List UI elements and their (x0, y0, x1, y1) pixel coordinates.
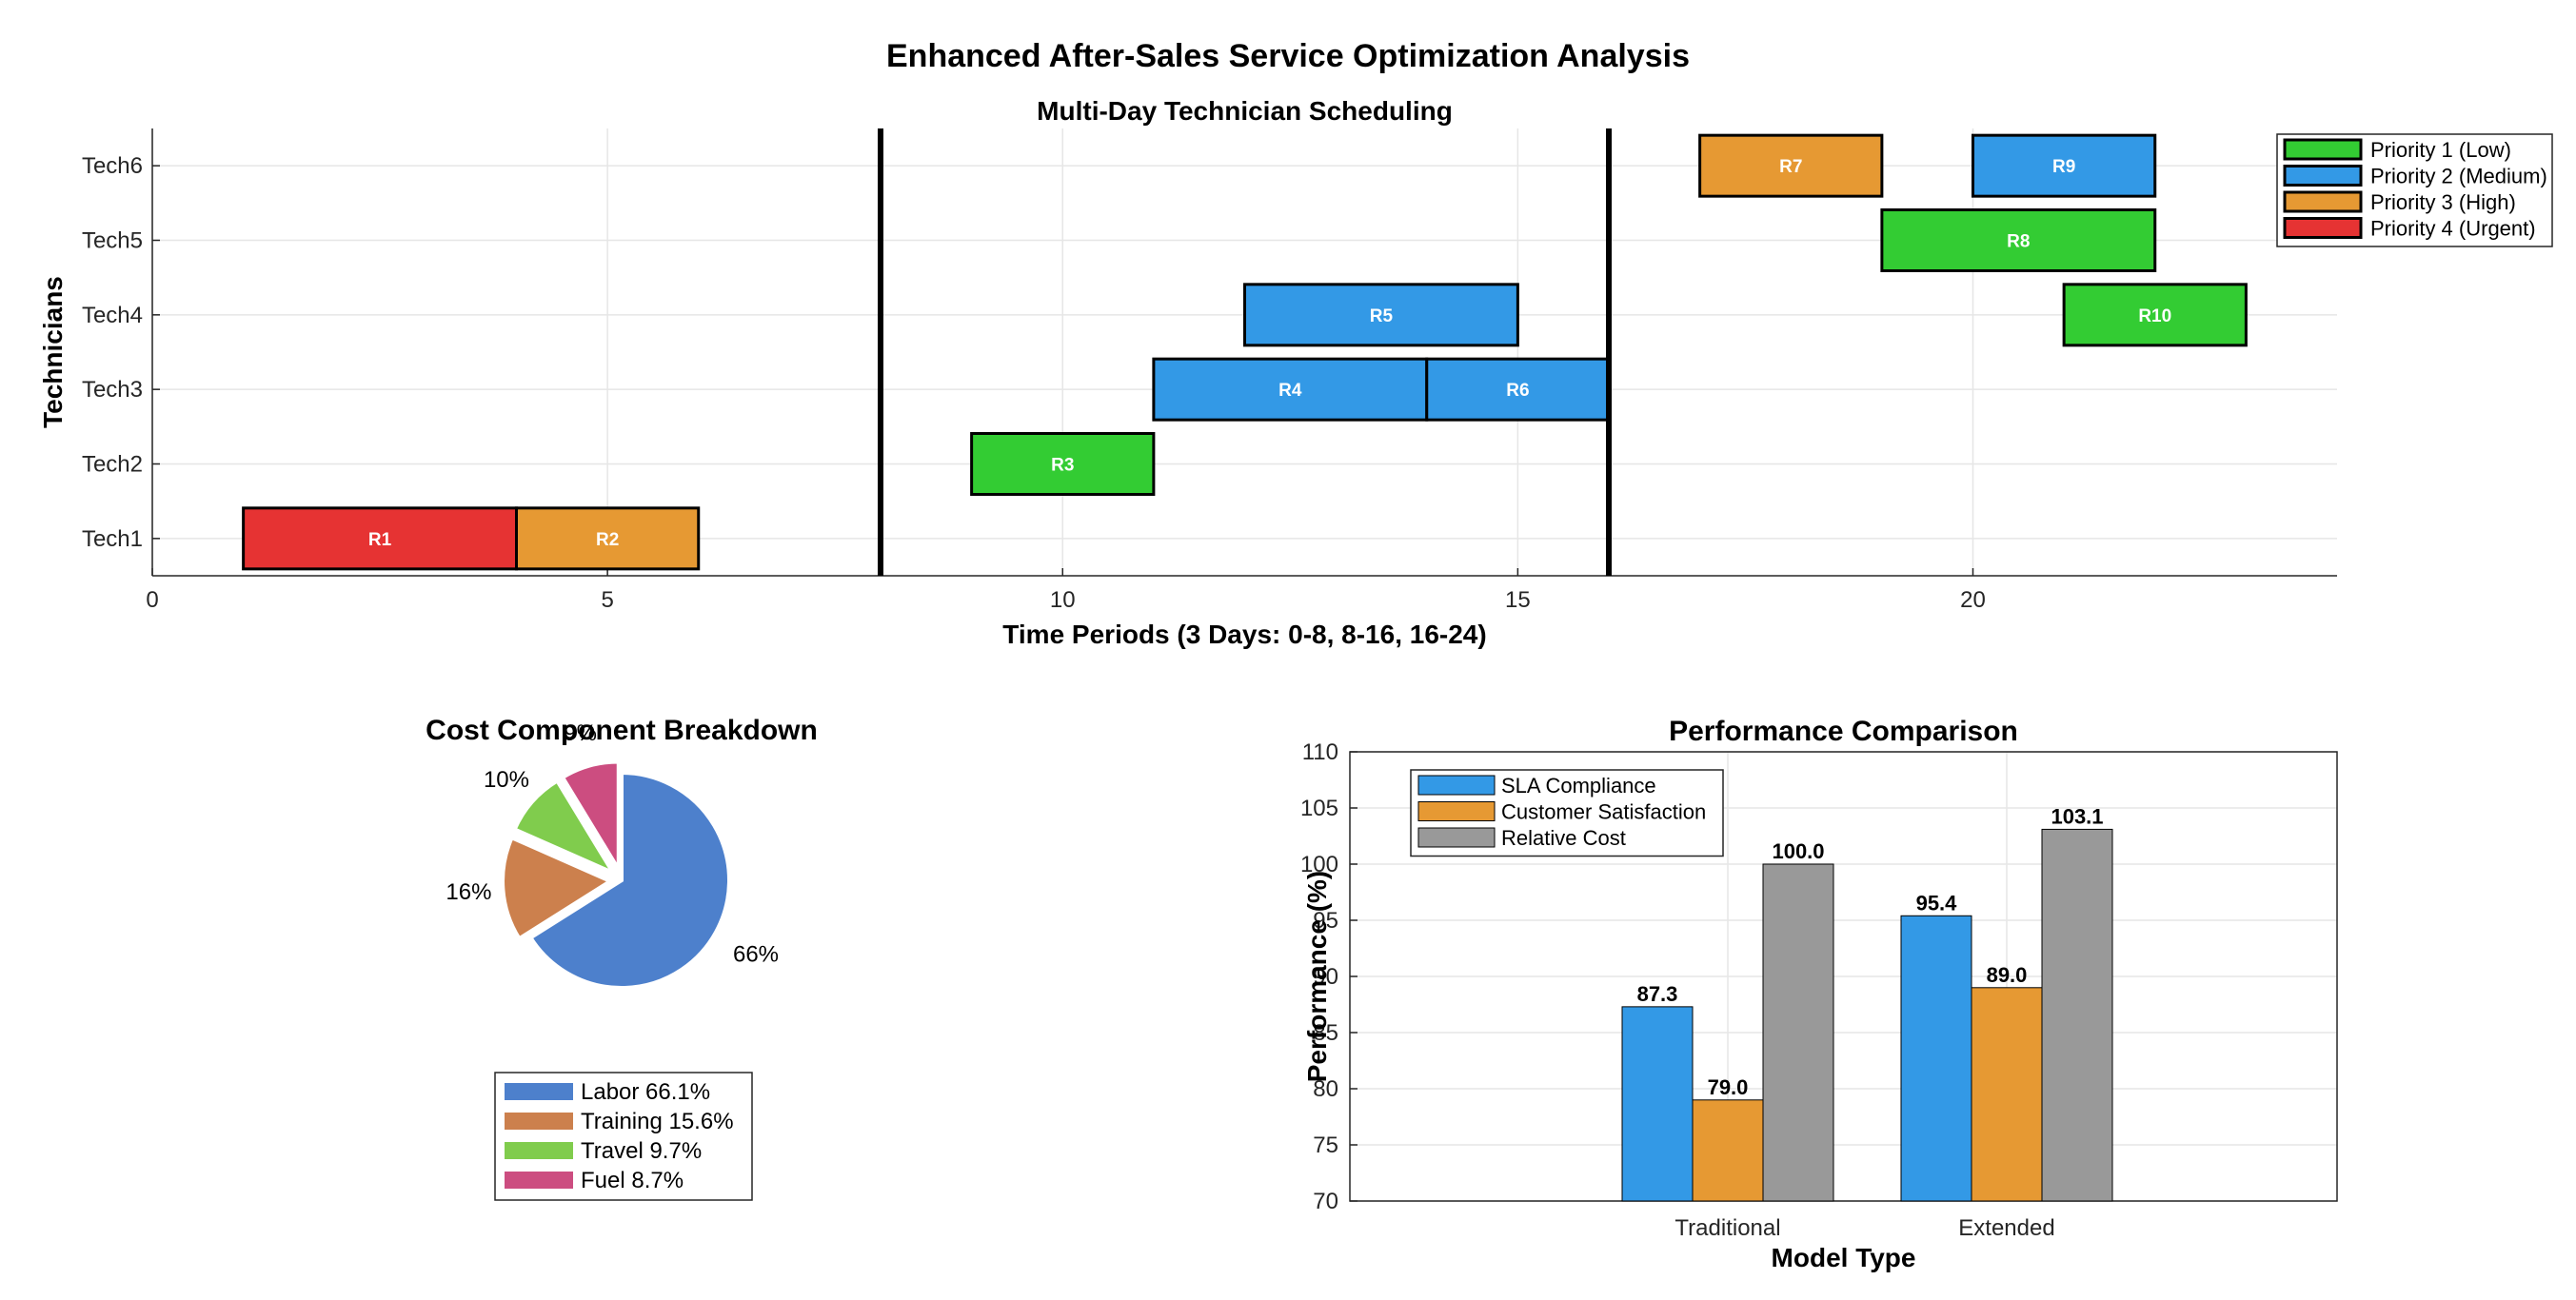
gantt-legend-swatch (2283, 190, 2363, 213)
pie-title: Cost Component Breakdown (426, 715, 818, 746)
bar-legend-swatch (1417, 775, 1496, 796)
pie-slice (527, 770, 731, 990)
bar-y-tick-label: 85 (1313, 1020, 1338, 1046)
gantt-legend-swatch (2283, 165, 2363, 187)
gantt-task-bar (242, 506, 518, 571)
gantt-task-bar (1972, 133, 2157, 198)
bar-sla-compliance (1900, 915, 1972, 1202)
gantt-task-bar (2062, 283, 2248, 347)
gantt-task-label: R6 (1506, 381, 1529, 401)
bar-legend-label: SLA Compliance (1501, 774, 1656, 798)
gantt-y-tick-label: Tech3 (82, 377, 143, 403)
bar-value-label: 95.4 (1916, 891, 1958, 915)
gantt-x-tick-label: 20 (1960, 587, 1986, 613)
figure-title: Enhanced After-Sales Service Optimizatio… (886, 38, 1690, 74)
bar-y-tick-label: 75 (1313, 1133, 1338, 1158)
gantt-task-label: R10 (2138, 306, 2171, 326)
bar-legend-swatch (1417, 827, 1496, 848)
pie-slice-label: 9% (564, 720, 597, 746)
gantt-task-bar (1698, 133, 1884, 198)
pie-slice-label: 66% (733, 942, 779, 968)
gantt-task-bar (1243, 283, 1519, 347)
pie-slice-label: 10% (484, 767, 529, 793)
bar-y-tick-label: 110 (1302, 739, 1338, 765)
pie-legend-swatch (505, 1113, 573, 1130)
pie-legend-label: Fuel 8.7% (581, 1168, 684, 1193)
bar-legend-swatch (1417, 801, 1496, 821)
bar-value-label: 79.0 (1708, 1075, 1749, 1099)
bar-x-tick-label: Traditional (1674, 1215, 1780, 1241)
gantt-legend-label: Priority 3 (High) (2370, 190, 2516, 214)
pie-chart: Cost Component Breakdown 66% 16% 10% 9% Labor… (426, 715, 818, 1201)
bar-relative-cost (2041, 828, 2113, 1202)
bar-legend-label: Relative Cost (1501, 826, 1626, 850)
gantt-x-tick-label: 10 (1050, 587, 1076, 613)
bar-chart: Performance Comparison 70 75 80 85 90 95 100 105… (1300, 716, 2338, 1272)
gantt-task-label: R9 (2052, 157, 2075, 177)
gantt-x-tick-label: 5 (601, 587, 613, 613)
pie-legend-label: Labor 66.1% (581, 1079, 710, 1105)
gantt-y-tick-label: Tech4 (82, 303, 143, 328)
gantt-x-tick-label: 0 (146, 587, 158, 613)
bar-customer-satisfaction (1971, 987, 2043, 1202)
gantt-task-label: R2 (596, 530, 619, 550)
gantt-title: Multi-Day Technician Scheduling (1037, 96, 1453, 126)
gantt-y-tick-label: Tech5 (82, 228, 143, 254)
pie-legend-label: Travel 9.7% (581, 1138, 702, 1164)
pie-slice-label: 16% (446, 879, 491, 905)
pie-legend-swatch (505, 1083, 573, 1100)
gantt-task-bar (1880, 208, 2157, 272)
gantt-chart: Multi-Day Technician Scheduling 0 5 10 15 20 T… (38, 96, 2553, 649)
gantt-task-label: R4 (1278, 381, 1302, 401)
gantt-task-label: R5 (1370, 306, 1394, 326)
gantt-x-label: Time Periods (3 Days: 0-8, 8-16, 16-24) (1002, 620, 1486, 649)
bar-value-label: 103.1 (2051, 804, 2103, 828)
gantt-legend-label: Priority 4 (Urgent) (2370, 217, 2536, 241)
bar-y-tick-label: 90 (1313, 964, 1338, 990)
bar-relative-cost (1762, 863, 1834, 1202)
gantt-legend-swatch (2283, 217, 2363, 239)
gantt-task-bar (970, 432, 1156, 496)
gantt-y-tick-label: Tech2 (82, 452, 143, 478)
bar-y-label: Performance (%) (1302, 871, 1332, 1083)
bar-title: Performance Comparison (1669, 716, 2018, 747)
bar-x-tick-label: Extended (1958, 1215, 2054, 1241)
gantt-task-label: R8 (2007, 232, 2030, 252)
bar-legend-label: Customer Satisfaction (1501, 800, 1706, 824)
pie-slice (511, 778, 618, 877)
bar-value-label: 89.0 (1987, 963, 2028, 987)
gantt-task-label: R3 (1051, 456, 1074, 476)
pie-slice (501, 835, 615, 941)
gantt-task-bar (515, 506, 701, 571)
pie-slice (560, 759, 621, 877)
bar-y-tick-label: 80 (1313, 1076, 1338, 1102)
pie-legend-swatch (505, 1142, 573, 1159)
bar-y-tick-label: 105 (1300, 796, 1338, 821)
bar-y-tick-label: 70 (1313, 1189, 1338, 1214)
bar-y-tick-label: 100 (1300, 852, 1338, 877)
gantt-legend-label: Priority 1 (Low) (2370, 138, 2511, 162)
gantt-legend-label: Priority 2 (Medium) (2370, 165, 2547, 188)
bar-customer-satisfaction (1692, 1099, 1764, 1202)
gantt-x-tick-label: 15 (1505, 587, 1531, 613)
gantt-y-label: Technicians (38, 276, 68, 428)
pie-legend-label: Training 15.6% (581, 1109, 734, 1134)
gantt-y-tick-label: Tech6 (82, 153, 143, 179)
bar-value-label: 100.0 (1772, 839, 1824, 863)
gantt-task-label: R7 (1779, 157, 1802, 177)
gantt-y-tick-label: Tech1 (82, 526, 143, 552)
gantt-legend-swatch (2283, 138, 2363, 161)
bar-sla-compliance (1621, 1006, 1694, 1202)
bar-y-tick-label: 95 (1313, 908, 1338, 934)
bar-value-label: 87.3 (1637, 982, 1678, 1006)
gantt-task-bar (1152, 357, 1429, 422)
bar-x-label: Model Type (1772, 1243, 1916, 1272)
pie-legend-swatch (505, 1172, 573, 1189)
gantt-task-label: R1 (368, 530, 392, 550)
